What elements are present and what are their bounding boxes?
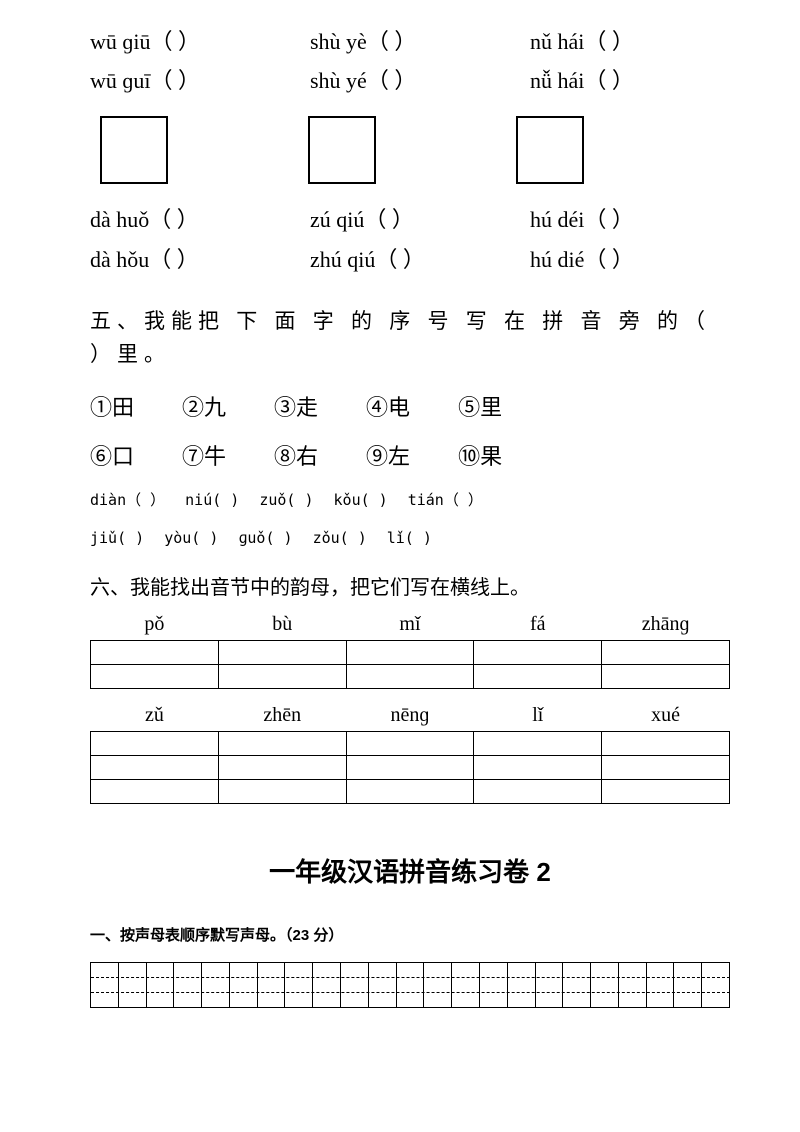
small-pinyin-item: jiǔ( )	[90, 526, 144, 550]
small-pinyin-item: tián（ ）	[408, 488, 483, 512]
grid-cell	[702, 963, 730, 1007]
grid-cell	[147, 963, 175, 1007]
yunmu-table-1: pǒ bù mǐ fá zhānɡ	[90, 608, 730, 689]
grid-cell	[91, 963, 119, 1007]
pinyin-item: dà hǒu（ ）	[90, 242, 270, 277]
pinyin-item: hú déi（ ）	[530, 202, 710, 237]
char-item: ⑧右	[274, 439, 318, 474]
char-item: ⑥口	[90, 439, 134, 474]
char-item: ②九	[182, 390, 226, 425]
char-item: ⑩果	[458, 439, 502, 474]
grid-cell	[647, 963, 675, 1007]
chars-row-1: ①田 ②九 ③走 ④电 ⑤里	[90, 390, 730, 425]
pinyin-row-1a: wū ɡiū（ ） shù yè（ ） nǔ hái（ ）	[90, 24, 730, 59]
grid-cell	[174, 963, 202, 1007]
tbl-header: bù	[218, 608, 346, 641]
grid-cell	[536, 963, 564, 1007]
section6-title: 六、我能找出音节中的韵母，把它们写在横线上。	[90, 572, 730, 604]
grid-cell	[563, 963, 591, 1007]
grid-cell	[230, 963, 258, 1007]
grid-cell	[480, 963, 508, 1007]
pinyin-item: hú dié（ ）	[530, 242, 710, 277]
tbl-header: zǔ	[91, 699, 219, 732]
grid-cell	[619, 963, 647, 1007]
small-pinyin-row-1: diàn（ ） niú( ) zuǒ( ) kǒu( ) tián（ ）	[90, 488, 730, 512]
char-item: ⑦牛	[182, 439, 226, 474]
small-pinyin-item: zuǒ( )	[259, 488, 313, 512]
answer-box	[516, 116, 584, 184]
grid-cell	[397, 963, 425, 1007]
tbl-header: nēnɡ	[346, 699, 474, 732]
section-b1-title: 一、按声母表顺序默写声母。（23 分）	[90, 924, 730, 948]
pinyin-row-2b: dà hǒu（ ） zhú qiú（ ） hú dié（ ）	[90, 242, 730, 277]
small-pinyin-item: diàn（ ）	[90, 488, 165, 512]
pinyin-item: zú qiú（ ）	[310, 202, 490, 237]
yunmu-table-2: zǔ zhēn nēnɡ lǐ xué	[90, 699, 730, 804]
char-item: ③走	[274, 390, 318, 425]
answer-box	[100, 116, 168, 184]
char-item: ①田	[90, 390, 134, 425]
tbl-header: fá	[474, 608, 602, 641]
char-item: ④电	[366, 390, 410, 425]
shengmu-grid	[90, 962, 730, 1008]
tbl-header: lǐ	[474, 699, 602, 732]
small-pinyin-item: kǒu( )	[334, 488, 388, 512]
pinyin-item: zhú qiú（ ）	[310, 242, 490, 277]
pinyin-item: dà huǒ（ ）	[90, 202, 270, 237]
pinyin-item: wū ɡuī（ ）	[90, 63, 270, 98]
grid-cell	[285, 963, 313, 1007]
tbl-header: zhēn	[218, 699, 346, 732]
section5-title: 五、我能把 下 面 字 的 序 号 写 在 拼 音 旁 的（ ）里。	[90, 305, 730, 372]
tbl-header: mǐ	[346, 608, 474, 641]
grid-cell	[258, 963, 286, 1007]
grid-cell	[341, 963, 369, 1007]
worksheet-title: 一年级汉语拼音练习卷 2	[90, 852, 730, 894]
char-item: ⑤里	[458, 390, 502, 425]
small-pinyin-row-2: jiǔ( ) yòu( ) ɡuǒ( ) zǒu( ) lǐ( )	[90, 526, 730, 550]
answer-boxes	[100, 116, 730, 184]
grid-cell	[202, 963, 230, 1007]
char-item: ⑨左	[366, 439, 410, 474]
pinyin-item: wū ɡiū（ ）	[90, 24, 270, 59]
pinyin-row-2a: dà huǒ（ ） zú qiú（ ） hú déi（ ）	[90, 202, 730, 237]
small-pinyin-item: niú( )	[185, 488, 239, 512]
pinyin-item: nǔ hái（ ）	[530, 24, 710, 59]
grid-cell	[424, 963, 452, 1007]
grid-cell	[508, 963, 536, 1007]
tbl-header: zhānɡ	[602, 608, 730, 641]
small-pinyin-item: ɡuǒ( )	[238, 526, 292, 550]
grid-cell	[119, 963, 147, 1007]
answer-box	[308, 116, 376, 184]
small-pinyin-item: lǐ( )	[387, 526, 432, 550]
pinyin-item: shù yè（ ）	[310, 24, 490, 59]
pinyin-item: shù yé（ ）	[310, 63, 490, 98]
grid-cell	[313, 963, 341, 1007]
grid-cell	[591, 963, 619, 1007]
small-pinyin-item: zǒu( )	[313, 526, 367, 550]
chars-row-2: ⑥口 ⑦牛 ⑧右 ⑨左 ⑩果	[90, 439, 730, 474]
small-pinyin-item: yòu( )	[164, 526, 218, 550]
tbl-header: pǒ	[91, 608, 219, 641]
pinyin-item: nǚ hái（ ）	[530, 63, 710, 98]
tbl-header: xué	[602, 699, 730, 732]
grid-cell	[369, 963, 397, 1007]
grid-cell	[452, 963, 480, 1007]
grid-cell	[674, 963, 702, 1007]
pinyin-row-1b: wū ɡuī（ ） shù yé（ ） nǚ hái（ ）	[90, 63, 730, 98]
